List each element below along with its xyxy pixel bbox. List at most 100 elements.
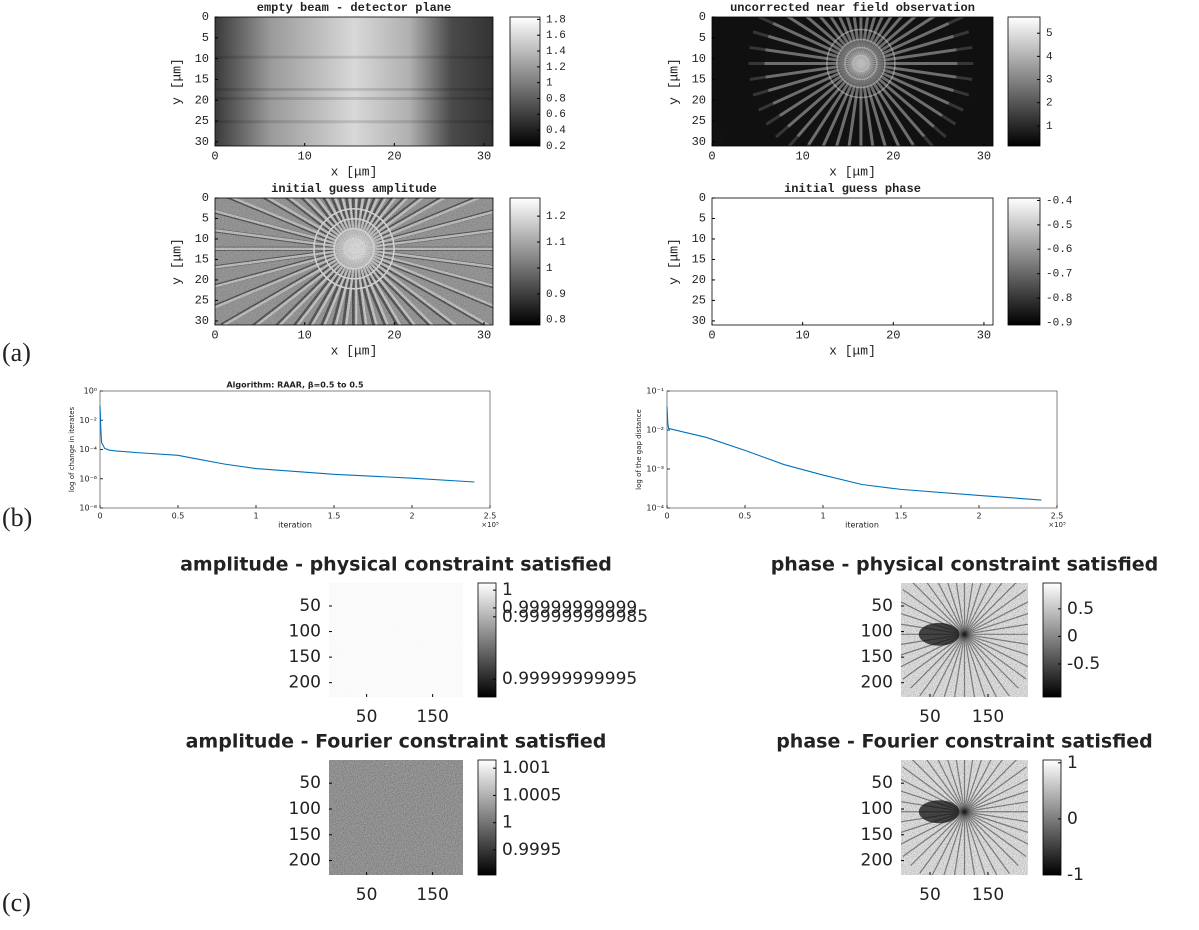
colorbar-tick-label: 0.99999999995 [502,669,637,689]
image-texture [860,62,970,97]
y-tick-label: 100 [861,622,893,642]
line-series [99,405,475,483]
colorbar-tick-label: -0.8 [1046,293,1072,305]
image-texture [860,45,973,65]
x-multiplier: ×10⁵ [481,521,499,529]
colorbar-tick-label: 1.8 [546,14,566,26]
image-texture [943,634,966,697]
colorbar-tick-label: 1 [502,580,513,600]
image-texture [964,811,1010,874]
colorbar [477,759,497,876]
colorbar-tick-label: 0.6 [546,109,566,121]
colorbar-tick-label: 1.1 [546,237,566,249]
x-tick-label: 20 [886,329,900,343]
image-texture [859,62,947,139]
x-tick-label: 1.5 [895,512,908,521]
colorbar-tick-label: 1.6 [546,30,566,42]
image-texture [963,811,998,875]
image-texture [963,583,982,635]
image-texture [964,811,1028,823]
image-texture [752,30,862,65]
x-tick-label: 50 [356,885,378,905]
image-texture [859,63,875,146]
image [901,760,1028,875]
colorbar-tick-label: -1 [1067,865,1084,885]
x-tick-label: 0 [211,329,218,343]
y-tick-label: 30 [692,314,706,328]
image-texture [964,613,1028,635]
image-texture [964,633,1027,680]
y-tick-label: 5 [699,31,706,45]
colorbar-tick-label: 1.001 [502,758,551,778]
image-texture [926,583,965,635]
image-texture [919,811,965,874]
colorbar-tick-label: 1 [546,78,553,90]
image-texture [964,633,1028,645]
image-texture [859,17,917,65]
image-texture [963,760,974,812]
image-texture [215,55,493,59]
x-tick-label: 10 [297,329,311,343]
x-tick-label: 0 [708,150,715,164]
x-axis-label: x [μm] [331,343,378,358]
image-texture [859,63,887,146]
y-tick-label: 20 [195,93,209,107]
image-texture [953,634,966,697]
line-series [666,406,1042,501]
image-texture [749,61,862,81]
x-axis-label: x [μm] [829,343,876,358]
chart-title: initial guess amplitude [271,182,437,196]
image-texture [964,811,1028,845]
y-tick-label: 10⁻⁶ [79,474,97,483]
image-texture [859,17,870,64]
chart-title: empty beam - detector plane [257,1,451,15]
image-texture [964,766,1027,813]
colorbar-tick-label: 1 [1046,121,1053,133]
panel-label: (b) [2,503,32,532]
image-texture [955,760,966,812]
colorbar-tick-label: 1 [1067,753,1078,773]
image-texture [845,17,863,64]
colorbar [1007,197,1041,326]
image-texture [860,62,957,126]
y-tick-label: 25 [195,294,209,308]
y-tick-label: 10 [195,232,209,246]
colorbar-tick-label: 1 [546,263,553,275]
y-tick-label: 50 [299,773,321,793]
image-texture [860,17,964,65]
axes-box [711,16,994,147]
x-tick-label: 0 [708,329,715,343]
image-texture [712,17,993,146]
y-tick-label: 100 [861,799,893,819]
y-tick-label: 5 [699,212,706,226]
axes-box [711,197,994,326]
colorbar-tick-label: 1.2 [546,211,566,223]
colorbar-tick-label: 0.9 [546,289,566,301]
image-texture [926,760,965,813]
x-tick-label: 2 [409,512,414,521]
image-texture [775,62,862,139]
axes-box [99,390,491,509]
image-texture [943,811,966,875]
image-texture [964,801,1028,813]
image-texture [859,62,916,146]
y-tick-label: 30 [195,135,209,149]
image-texture [758,62,862,112]
image-texture [859,17,877,64]
chart-title: initial guess phase [784,182,921,196]
chart-title: uncorrected near field observation [730,1,975,15]
y-tick-label: 0 [699,191,706,205]
colorbar-tick-label: 0.999999999985 [502,607,648,627]
chart-title: Algorithm: RAAR, β=0.5 to 0.5 [226,381,363,390]
y-tick-label: 10⁻⁴ [646,504,664,513]
y-tick-label: 15 [692,253,706,267]
panel-label: (c) [2,888,31,917]
x-tick-label: 150 [972,885,1004,905]
y-tick-label: 20 [195,273,209,287]
image-texture [818,17,863,65]
y-tick-label: 5 [202,31,209,45]
y-tick-label: 10 [692,52,706,66]
y-tick-label: 10 [692,232,706,246]
y-tick-label: 150 [289,647,321,667]
